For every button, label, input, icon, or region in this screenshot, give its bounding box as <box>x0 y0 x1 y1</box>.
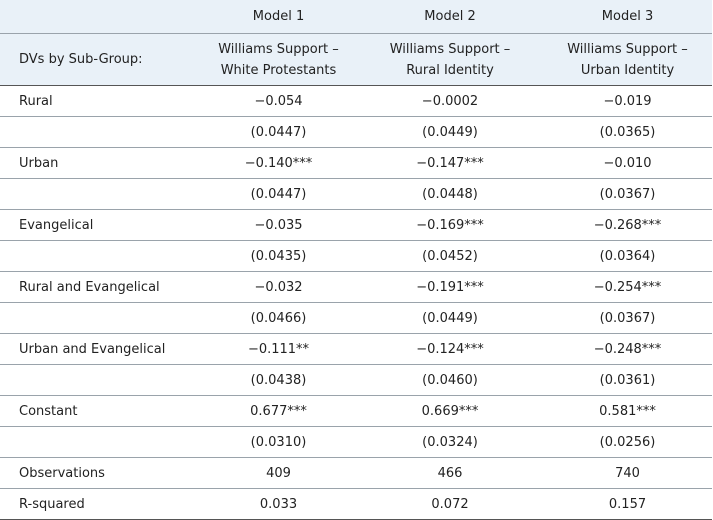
coefficient: 0.677*** <box>200 395 357 427</box>
standard-error: (0.0367) <box>543 302 712 334</box>
coefficient: −0.169*** <box>357 209 543 241</box>
standard-error: (0.0448) <box>357 178 543 210</box>
standard-error: (0.0438) <box>200 364 357 396</box>
dv-header: Williams Support – Rural Identity <box>357 33 543 86</box>
table-body: Rural −0.054 −0.0002 −0.019 (0.0447) (0.0449)… <box>0 85 712 520</box>
standard-error: (0.0435) <box>200 240 357 272</box>
row-label-empty <box>0 240 200 272</box>
coefficient: −0.147*** <box>357 147 543 179</box>
standard-error: (0.0449) <box>357 116 543 148</box>
coefficient: −0.268*** <box>543 209 712 241</box>
standard-error: (0.0466) <box>200 302 357 334</box>
coefficient: 0.669*** <box>357 395 543 427</box>
dv-header-line: Williams Support – <box>389 41 511 57</box>
row-label: Rural <box>0 85 200 117</box>
coef-row: R-squared 0.033 0.072 0.157 <box>0 488 712 520</box>
coefficient: −0.054 <box>200 85 357 117</box>
coef-row: Rural and Evangelical −0.032 −0.191*** −0.2… <box>0 271 712 303</box>
row-label-header: DVs by Sub-Group: <box>0 33 200 86</box>
coefficient: −0.0002 <box>357 85 543 117</box>
standard-error: (0.0367) <box>543 178 712 210</box>
coefficient: −0.019 <box>543 85 712 117</box>
coefficient: −0.124*** <box>357 333 543 365</box>
coefficient: −0.248*** <box>543 333 712 365</box>
dv-header-line: Rural Identity <box>406 62 494 78</box>
dv-header-line: Urban Identity <box>580 62 675 78</box>
model-header: Model 2 <box>357 0 543 34</box>
model-row: Model 1 Model 2 Model 3 <box>0 0 712 34</box>
coef-row: Urban and Evangelical −0.111** −0.124*** −0… <box>0 333 712 365</box>
row-label: Rural and Evangelical <box>0 271 200 303</box>
se-row: (0.0466) (0.0449) (0.0367) <box>0 302 712 334</box>
coefficient: 0.033 <box>200 488 357 520</box>
dv-header: Williams Support – Urban Identity <box>543 33 712 86</box>
row-label-empty <box>0 178 200 210</box>
row-label-empty <box>0 364 200 396</box>
coefficient: −0.035 <box>200 209 357 241</box>
coefficient: 0.157 <box>543 488 712 520</box>
coef-row: Constant 0.677*** 0.669*** 0.581*** <box>0 395 712 427</box>
standard-error: (0.0449) <box>357 302 543 334</box>
row-label: Observations <box>0 457 200 489</box>
coef-row: Evangelical −0.035 −0.169*** −0.268*** <box>0 209 712 241</box>
standard-error: (0.0361) <box>543 364 712 396</box>
coef-row: Rural −0.054 −0.0002 −0.019 <box>0 85 712 117</box>
dv-header: Williams Support – White Protestants <box>200 33 357 86</box>
row-label: Constant <box>0 395 200 427</box>
standard-error: (0.0256) <box>543 426 712 458</box>
standard-error: (0.0310) <box>200 426 357 458</box>
coefficient: 740 <box>543 457 712 489</box>
coefficient: 409 <box>200 457 357 489</box>
row-label-empty <box>0 116 200 148</box>
row-label: R-squared <box>0 488 200 520</box>
coefficient: −0.111** <box>200 333 357 365</box>
standard-error: (0.0460) <box>357 364 543 396</box>
se-row: (0.0447) (0.0448) (0.0367) <box>0 178 712 210</box>
model-header: Model 3 <box>543 0 712 34</box>
coefficient: −0.010 <box>543 147 712 179</box>
row-label: Urban and Evangelical <box>0 333 200 365</box>
model-header: Model 1 <box>200 0 357 34</box>
standard-error: (0.0324) <box>357 426 543 458</box>
coef-row: Observations 409 466 740 <box>0 457 712 489</box>
standard-error: (0.0447) <box>200 178 357 210</box>
se-row: (0.0435) (0.0452) (0.0364) <box>0 240 712 272</box>
standard-error: (0.0452) <box>357 240 543 272</box>
coefficient: −0.140*** <box>200 147 357 179</box>
row-label-empty <box>0 426 200 458</box>
coefficient: 466 <box>357 457 543 489</box>
coefficient: 0.072 <box>357 488 543 520</box>
coefficient: 0.581*** <box>543 395 712 427</box>
coef-row: Urban −0.140*** −0.147*** −0.010 <box>0 147 712 179</box>
standard-error: (0.0447) <box>200 116 357 148</box>
row-label: Urban <box>0 147 200 179</box>
row-label-empty <box>0 302 200 334</box>
row-label: Evangelical <box>0 209 200 241</box>
coefficient: −0.254*** <box>543 271 712 303</box>
coefficient: −0.191*** <box>357 271 543 303</box>
dv-header-line: Williams Support – <box>218 41 339 57</box>
dv-header-line: White Protestants <box>220 62 337 78</box>
se-row: (0.0310) (0.0324) (0.0256) <box>0 426 712 458</box>
dv-header-line: Williams Support – <box>567 41 688 57</box>
se-row: (0.0447) (0.0449) (0.0365) <box>0 116 712 148</box>
subheader-row: DVs by Sub-Group: Williams Support – Whit… <box>0 33 712 86</box>
coefficient: −0.032 <box>200 271 357 303</box>
standard-error: (0.0365) <box>543 116 712 148</box>
standard-error: (0.0364) <box>543 240 712 272</box>
se-row: (0.0438) (0.0460) (0.0361) <box>0 364 712 396</box>
